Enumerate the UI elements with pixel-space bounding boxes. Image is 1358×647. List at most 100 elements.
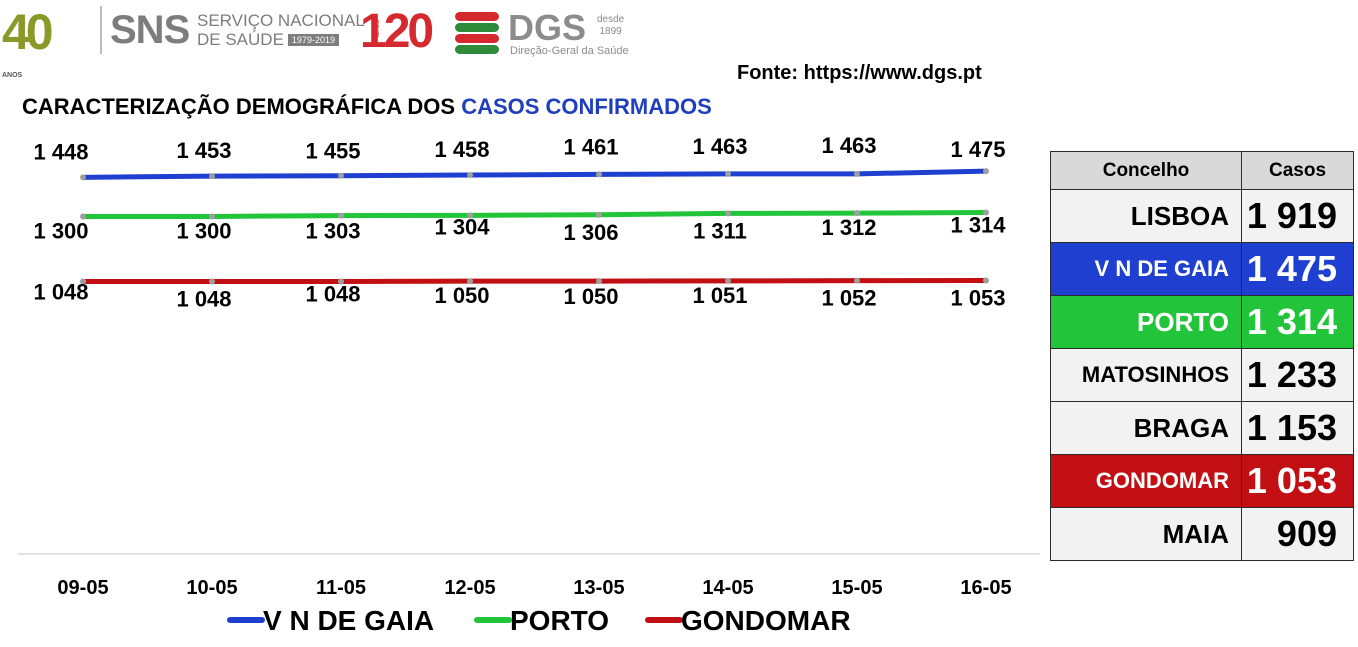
casos-cell: 909 <box>1241 507 1354 561</box>
data-point <box>338 212 344 219</box>
dgs-since: desde 1899 <box>597 14 624 38</box>
casos-cell: 1 233 <box>1241 348 1354 402</box>
column-header-casos: Casos <box>1241 151 1354 190</box>
data-label: 1 048 <box>176 287 231 312</box>
header-logos: 40 ANOS SNS SERVIÇO NACIONAL DE SAÚDE 197… <box>0 0 640 79</box>
table-row: MAIA 909 <box>1050 507 1354 561</box>
sns-years-badge: 1979-2019 <box>287 34 339 46</box>
data-label: 1 048 <box>305 282 360 307</box>
data-point <box>983 168 989 175</box>
x-tick-label: 15-05 <box>831 577 882 599</box>
concelho-cell: LISBOA <box>1050 189 1242 243</box>
sns-full-name: SERVIÇO NACIONAL DE SAÚDE 1979-2019 <box>197 11 365 49</box>
data-label: 1 303 <box>305 219 360 244</box>
table-row: BRAGA 1 153 <box>1050 401 1354 455</box>
data-label: 1 461 <box>563 134 618 159</box>
cases-table: Concelho Casos LISBOA 1 919 V N DE GAIA … <box>1050 151 1354 561</box>
table-row: LISBOA 1 919 <box>1050 189 1354 243</box>
x-axis: 09-05 10-05 11-05 12-05 13-05 14-05 15-05 16-05 <box>57 577 1011 599</box>
concelho-cell: BRAGA <box>1050 401 1242 455</box>
table-row: V N DE GAIA 1 475 <box>1050 242 1354 296</box>
dgs-desde-text: desde <box>597 14 625 25</box>
data-label: 1 053 <box>950 285 1005 310</box>
legend-label: V N DE GAIA <box>263 605 434 636</box>
sns-line1: SERVIÇO NACIONAL <box>197 11 365 30</box>
concelho-cell: V N DE GAIA <box>1050 242 1242 296</box>
logo-40-text: 40 <box>2 4 54 60</box>
data-label: 1 475 <box>950 137 1005 162</box>
x-tick-label: 12-05 <box>444 577 495 599</box>
data-point <box>467 212 473 219</box>
data-label: 1 463 <box>692 134 747 159</box>
data-point <box>725 210 731 217</box>
sns-line2: DE SAÚDE <box>197 30 284 49</box>
sns-40-years-logo: 40 ANOS <box>2 4 54 79</box>
legend: V N DE GAIA PORTO GONDOMAR <box>227 605 851 636</box>
dgs-full-name: Direção-Geral da Saúde <box>510 45 629 57</box>
source-text: Fonte: https://www.dgs.pt <box>737 62 982 84</box>
data-label: 1 048 <box>33 280 88 305</box>
data-point <box>854 277 860 284</box>
data-point <box>467 278 473 285</box>
dgs-logo-text: DGS <box>508 7 587 48</box>
line-chart: 1 448 1 453 1 455 1 458 1 461 1 463 1 463 1 475… <box>18 133 1040 636</box>
dgs-year-text: 1899 <box>599 26 622 37</box>
data-point <box>983 209 989 216</box>
table-row: PORTO 1 314 <box>1050 295 1354 349</box>
x-tick-label: 10-05 <box>186 577 237 599</box>
x-tick-label: 16-05 <box>960 577 1011 599</box>
series-line-1 <box>80 210 989 219</box>
x-tick-label: 14-05 <box>702 577 753 599</box>
casos-cell: 1 475 <box>1241 242 1354 296</box>
data-label: 1 306 <box>563 220 618 245</box>
data-label: 1 458 <box>434 137 489 162</box>
table-row: GONDOMAR 1 053 <box>1050 454 1354 508</box>
casos-cell: 1 153 <box>1241 401 1354 455</box>
data-point <box>338 278 344 285</box>
title-prefix: CARACTERIZAÇÃO DEMOGRÁFICA DOS <box>22 94 462 119</box>
data-point <box>983 277 989 284</box>
data-point <box>80 213 86 220</box>
dgs-120-years-logo: 120 <box>360 5 434 58</box>
data-label: 1 312 <box>821 215 876 240</box>
data-point <box>596 211 602 218</box>
legend-label: GONDOMAR <box>681 605 851 636</box>
column-header-concelho: Concelho <box>1050 151 1242 190</box>
data-point <box>80 174 86 181</box>
data-point <box>209 173 215 180</box>
data-point <box>854 170 860 177</box>
data-point <box>596 278 602 285</box>
data-label: 1 453 <box>176 138 231 163</box>
casos-cell: 1 919 <box>1241 189 1354 243</box>
logo-40-caption: ANOS <box>2 72 23 79</box>
data-label: 1 052 <box>821 286 876 311</box>
x-tick-label: 09-05 <box>57 577 108 599</box>
data-point <box>467 172 473 179</box>
data-point <box>596 171 602 178</box>
concelho-cell: MAIA <box>1050 507 1242 561</box>
data-label: 1 050 <box>434 283 489 308</box>
data-label: 1 304 <box>434 214 490 239</box>
concelho-cell: GONDOMAR <box>1050 454 1242 508</box>
sns-logo-text: SNS <box>110 8 190 52</box>
concelho-cell: PORTO <box>1050 295 1242 349</box>
data-point <box>725 277 731 284</box>
page-title: CARACTERIZAÇÃO DEMOGRÁFICA DOS CASOS CON… <box>22 94 712 120</box>
title-highlight: CASOS CONFIRMADOS <box>461 94 712 119</box>
data-label: 1 311 <box>693 218 747 243</box>
legend-label: PORTO <box>510 605 609 636</box>
data-label: 1 051 <box>692 283 747 308</box>
data-point <box>338 172 344 179</box>
concelho-cell: MATOSINHOS <box>1050 348 1242 402</box>
logo-divider <box>100 6 102 54</box>
data-label: 1 300 <box>33 218 88 243</box>
table-row: MATOSINHOS 1 233 <box>1050 348 1354 402</box>
x-tick-label: 13-05 <box>573 577 624 599</box>
x-tick-label: 11-05 <box>316 577 366 599</box>
series-line-0 <box>80 168 989 180</box>
data-label: 1 300 <box>176 218 231 243</box>
data-point <box>725 170 731 177</box>
data-label: 1 463 <box>821 133 876 158</box>
data-label: 1 314 <box>950 213 1006 238</box>
data-point <box>209 213 215 220</box>
